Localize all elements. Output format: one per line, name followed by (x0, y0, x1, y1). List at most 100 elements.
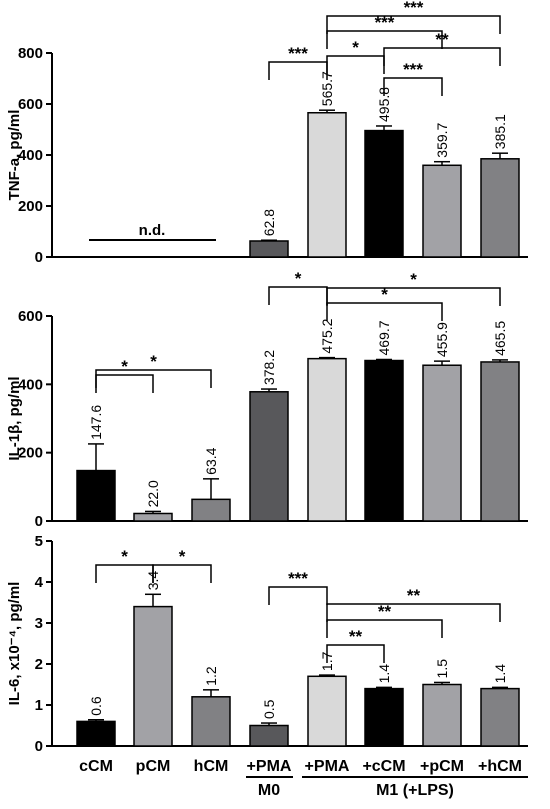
significance-label: *** (288, 569, 308, 588)
significance-bracket (383, 77, 443, 96)
data-label: 469.7 (376, 320, 392, 355)
significance-label: ** (378, 602, 392, 621)
bar (422, 164, 462, 258)
significance-bracket (268, 286, 328, 305)
y-tick-label: 0 (35, 513, 43, 530)
data-label: 1.5 (434, 659, 450, 679)
category-label: hCM (194, 758, 229, 775)
significance-bracket (326, 287, 501, 306)
y-tick-label: 4 (35, 574, 44, 591)
bar (364, 359, 404, 522)
panel-1: 0 200 400 600 800 TNF-a, pg/ml 62.8 565.7 495.8 3… (6, 0, 528, 266)
y-tick-label: 5 (35, 533, 43, 550)
bar (307, 675, 347, 747)
significance-bracket (95, 369, 212, 388)
data-label: 63.4 (203, 447, 219, 474)
significance-bracket (152, 564, 212, 583)
bar (422, 364, 462, 522)
significance-bracket (326, 603, 501, 622)
data-label: 359.7 (434, 122, 450, 157)
bar (307, 357, 347, 522)
data-label: 0.5 (261, 699, 277, 719)
significance-label: * (179, 547, 186, 566)
significance-label: * (121, 547, 128, 566)
y-tick-label: 400 (18, 376, 43, 393)
bar (364, 129, 404, 258)
y-tick-label: 2 (35, 656, 43, 673)
bar (249, 240, 289, 258)
bar (480, 687, 520, 747)
category-label: pCM (136, 758, 171, 775)
bar (364, 687, 404, 747)
data-label: 385.1 (492, 114, 508, 149)
significance-label: ** (407, 586, 421, 605)
data-label: 1.4 (492, 664, 508, 684)
bar (76, 469, 116, 522)
significance-label: * (352, 38, 359, 57)
y-axis-label: TNF-a, pg/ml (6, 110, 23, 201)
y-tick-label: 3 (35, 615, 43, 632)
y-tick-label: 0 (35, 249, 43, 266)
data-label: 1.2 (203, 666, 219, 686)
significance-label: * (121, 357, 128, 376)
bar (307, 111, 347, 258)
significance-bracket (383, 47, 501, 66)
y-tick-label: 800 (18, 45, 43, 62)
group-label-m1: M1 (+LPS) (376, 782, 454, 799)
significance-bracket (326, 55, 385, 74)
y-tick-label: 600 (18, 308, 43, 325)
data-label: 62.8 (261, 209, 277, 236)
significance-label: ** (435, 30, 449, 49)
significance-label: * (295, 269, 302, 288)
data-label: 378.2 (261, 350, 277, 385)
y-tick-label: 400 (18, 147, 43, 164)
significance-bracket (268, 586, 328, 605)
data-label: 147.6 (88, 405, 104, 440)
y-tick-label: 200 (18, 198, 43, 215)
bar (249, 391, 289, 522)
y-axis-label: IL-6, x10⁻⁴, pg/ml (6, 582, 23, 706)
nd-annotation: n.d. (139, 222, 166, 239)
significance-label: *** (404, 0, 424, 17)
data-label: 475.2 (319, 318, 335, 353)
significance-bracket (326, 15, 501, 34)
significance-bracket (326, 619, 443, 638)
panel-2: 0 200 400 600 IL-1β, pg/ml 147.6 22.0 63.4 378.2… (6, 269, 528, 530)
significance-label: *** (403, 60, 423, 79)
bar (422, 683, 462, 747)
category-label: +cCM (362, 758, 405, 775)
category-label: +pCM (420, 758, 464, 775)
group-label-m0: M0 (258, 782, 280, 799)
significance-label: ** (349, 627, 363, 646)
data-label: 495.8 (376, 87, 392, 122)
significance-bracket (326, 302, 443, 321)
category-label: +hCM (478, 758, 522, 775)
bar (249, 724, 289, 747)
data-label: 465.5 (492, 321, 508, 356)
y-tick-label: 1 (35, 697, 43, 714)
category-label: cCM (79, 758, 113, 775)
bar (480, 158, 520, 258)
significance-label: *** (288, 44, 308, 63)
data-label: 0.6 (88, 696, 104, 716)
category-label: +PMA (247, 758, 292, 775)
data-label: 1.4 (376, 664, 392, 684)
bar (76, 720, 116, 747)
significance-label: *** (375, 13, 395, 32)
bar (191, 696, 231, 747)
y-axis-label: IL-1β, pg/ml (6, 376, 23, 460)
bar (191, 498, 231, 522)
y-tick-label: 0 (35, 738, 43, 755)
category-labels: cCM pCM hCM +PMA +PMA +cCM +pCM +hCM M0 M1 (+LPS) (79, 758, 528, 799)
significance-label: * (381, 285, 388, 304)
bar (133, 512, 173, 522)
data-label: 455.9 (434, 322, 450, 357)
significance-bracket (326, 30, 443, 49)
y-tick-label: 600 (18, 96, 43, 113)
significance-bracket (326, 644, 385, 663)
bar (480, 361, 520, 522)
data-label: 22.0 (145, 480, 161, 507)
category-label: +PMA (305, 758, 350, 775)
y-tick-label: 200 (18, 445, 43, 462)
